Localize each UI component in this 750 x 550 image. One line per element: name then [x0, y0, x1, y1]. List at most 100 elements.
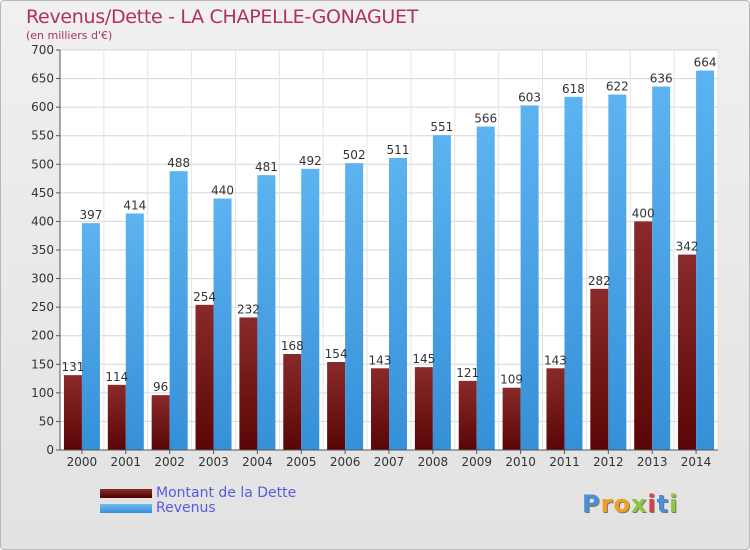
x-tick-label: 2004	[242, 455, 273, 469]
bar-revenus	[389, 158, 407, 450]
data-label-dette: 168	[281, 339, 304, 353]
data-label-revenus: 397	[79, 208, 102, 222]
data-label-revenus: 664	[694, 56, 717, 70]
bar-dette	[195, 304, 214, 450]
bar-revenus	[520, 105, 539, 450]
data-label-revenus: 603	[518, 90, 541, 104]
x-tick-label: 2011	[549, 455, 580, 469]
data-label-dette: 96	[153, 380, 168, 394]
bar-dette	[590, 288, 609, 450]
logo-letter: P	[582, 490, 601, 518]
data-label-revenus: 488	[167, 156, 190, 170]
data-label-dette: 342	[676, 240, 699, 254]
bar-dette	[502, 387, 521, 450]
bar-dette	[414, 367, 433, 450]
bar-revenus	[476, 126, 495, 451]
x-tick-label: 2007	[374, 455, 405, 469]
x-tick-label: 2013	[637, 455, 668, 469]
y-tick-label: 100	[31, 386, 54, 400]
data-label-dette: 109	[500, 373, 523, 387]
y-tick-label: 400	[31, 214, 54, 228]
bar-dette	[371, 368, 389, 450]
x-tick-label: 2001	[111, 455, 142, 469]
bar-dette	[239, 317, 258, 450]
bar-revenus	[257, 175, 276, 450]
bar-dette	[107, 384, 126, 450]
y-tick-label: 650	[31, 72, 54, 86]
x-tick-label: 2002	[154, 455, 185, 469]
y-tick-label: 0	[46, 443, 54, 457]
logo-letter: r	[600, 490, 614, 518]
legend-label-revenus: Revenus	[156, 500, 216, 516]
y-tick-label: 300	[31, 272, 54, 286]
bar-revenus	[125, 213, 144, 450]
chart-title: Revenus/Dette - LA CHAPELLE-GONAGUET	[26, 6, 418, 28]
bar-revenus	[652, 86, 671, 451]
y-tick-label: 500	[31, 157, 54, 171]
data-label-revenus: 566	[474, 112, 497, 126]
bar-dette	[546, 368, 565, 450]
data-label-dette: 254	[193, 290, 216, 304]
y-tick-label: 50	[39, 414, 54, 428]
x-tick-label: 2014	[681, 455, 712, 469]
x-tick-label: 2008	[418, 455, 449, 469]
y-tick-label: 550	[31, 129, 54, 143]
bar-dette	[678, 254, 697, 450]
data-label-dette: 145	[412, 352, 435, 366]
data-label-revenus: 636	[650, 72, 673, 86]
y-tick-label: 200	[31, 329, 54, 343]
data-label-revenus: 551	[430, 120, 453, 134]
x-tick-label: 2006	[330, 455, 361, 469]
bar-revenus	[564, 96, 583, 450]
data-label-revenus: 511	[387, 143, 410, 157]
data-label-revenus: 618	[562, 82, 585, 96]
bar-revenus	[213, 198, 232, 450]
data-label-revenus: 622	[606, 80, 629, 94]
x-tick-label: 2010	[505, 455, 536, 469]
logo-letter: i	[647, 490, 657, 518]
data-label-dette: 143	[369, 353, 392, 367]
x-tick-label: 2003	[198, 455, 229, 469]
bar-revenus	[432, 135, 451, 450]
bar-dette	[634, 221, 653, 450]
bar-revenus	[608, 94, 627, 451]
data-label-dette: 400	[632, 206, 655, 220]
data-label-revenus: 492	[299, 154, 322, 168]
x-tick-label: 2009	[461, 455, 492, 469]
bar-dette	[327, 362, 346, 450]
legend-swatch-revenus	[100, 504, 152, 513]
bar-dette	[283, 354, 302, 450]
bar-revenus	[169, 171, 188, 450]
y-tick-label: 600	[31, 100, 54, 114]
data-label-revenus: 481	[255, 160, 278, 174]
y-tick-label: 350	[31, 243, 54, 257]
legend-label-dette: Montant de la Dette	[156, 485, 297, 501]
proxiti-logo: Proxiti	[582, 490, 678, 518]
y-tick-label: 450	[31, 186, 54, 200]
data-label-revenus: 440	[211, 184, 234, 198]
y-tick-label: 250	[31, 300, 54, 314]
chart-subtitle: (en milliers d'€)	[26, 29, 113, 42]
x-tick-label: 2000	[67, 455, 98, 469]
y-tick-label: 150	[31, 357, 54, 371]
y-tick-label: 700	[31, 43, 54, 57]
bar-dette	[63, 375, 82, 450]
data-label-dette: 131	[61, 360, 84, 374]
bar-dette	[458, 380, 477, 450]
legend-swatch-dette	[100, 489, 152, 498]
data-label-dette: 232	[237, 302, 260, 316]
logo-letter: t	[656, 490, 670, 518]
data-label-revenus: 414	[123, 198, 146, 212]
data-label-dette: 143	[544, 353, 567, 367]
x-tick-label: 2005	[286, 455, 317, 469]
logo-letter: x	[630, 490, 648, 518]
logo-letter: o	[613, 490, 631, 518]
logo-letter: i	[669, 490, 679, 518]
bar-revenus	[81, 223, 100, 450]
data-label-dette: 121	[456, 366, 479, 380]
x-tick-label: 2012	[593, 455, 624, 469]
data-label-dette: 114	[105, 370, 128, 384]
data-label-revenus: 502	[343, 148, 366, 162]
bar-revenus	[696, 70, 715, 451]
